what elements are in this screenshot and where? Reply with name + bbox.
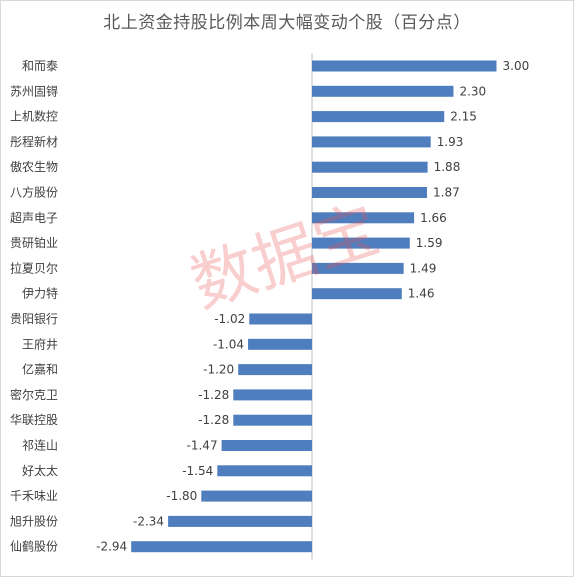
value-label: 3.00 — [503, 59, 530, 73]
category-label: 贵阳银行 — [10, 312, 58, 326]
bar — [248, 338, 312, 350]
value-label: 1.93 — [437, 135, 464, 149]
category-label: 彤程新材 — [10, 134, 58, 149]
bar — [312, 212, 415, 224]
category-label: 仙鹤股份 — [10, 539, 58, 554]
category-label: 上机数控 — [10, 109, 58, 124]
bar — [131, 541, 312, 553]
value-label: 2.30 — [459, 84, 486, 98]
bar — [233, 414, 312, 426]
category-label: 好太太 — [22, 463, 58, 478]
bar — [312, 111, 445, 123]
value-label: 1.49 — [410, 261, 437, 275]
bar — [312, 288, 402, 300]
bar — [217, 465, 312, 477]
category-label: 伊力特 — [22, 286, 58, 301]
bar — [201, 490, 312, 502]
value-label: 1.66 — [420, 211, 447, 225]
category-label: 旭升股份 — [10, 514, 58, 528]
bar — [312, 237, 410, 249]
value-label: 1.46 — [408, 287, 435, 301]
bar — [249, 313, 312, 325]
category-label: 贵研铂业 — [10, 235, 58, 250]
value-label: -2.34 — [133, 514, 164, 528]
category-label: 华联控股 — [10, 413, 58, 427]
bar — [233, 389, 312, 401]
category-label: 苏州固锝 — [10, 84, 58, 98]
category-label: 千禾味业 — [10, 489, 58, 503]
value-label: -1.28 — [198, 388, 229, 402]
bar — [312, 161, 428, 173]
value-label: 1.87 — [433, 186, 460, 200]
category-label: 祁连山 — [22, 438, 58, 453]
bar — [238, 364, 312, 376]
value-label: -1.02 — [214, 312, 245, 326]
value-label: -1.04 — [213, 337, 244, 351]
value-label: 2.15 — [450, 110, 477, 124]
value-label: -1.80 — [166, 489, 197, 503]
value-label: -1.28 — [198, 413, 229, 427]
bar — [312, 60, 497, 72]
bar — [312, 85, 454, 97]
bar — [168, 515, 312, 527]
category-label: 超声电子 — [10, 210, 58, 225]
category-label: 傲农生物 — [10, 159, 58, 174]
value-label: -2.94 — [96, 540, 127, 554]
category-label: 和而泰 — [22, 59, 58, 73]
chart-title: 北上资金持股比例本周大幅变动个股（百分点） — [103, 13, 471, 33]
value-label: 1.59 — [416, 236, 443, 250]
category-label: 拉夏贝尔 — [10, 260, 58, 275]
bar — [221, 440, 312, 451]
bar — [312, 187, 428, 198]
value-label: -1.47 — [187, 439, 218, 453]
category-label: 亿嘉和 — [22, 362, 58, 377]
value-label: -1.54 — [182, 464, 213, 478]
bar — [312, 262, 404, 274]
value-label: -1.20 — [203, 363, 234, 377]
category-label: 八方股份 — [10, 185, 58, 200]
category-label: 王府井 — [22, 336, 58, 351]
bar — [312, 136, 431, 148]
category-label: 密尔克卫 — [10, 387, 58, 402]
value-label: 1.88 — [434, 160, 461, 174]
